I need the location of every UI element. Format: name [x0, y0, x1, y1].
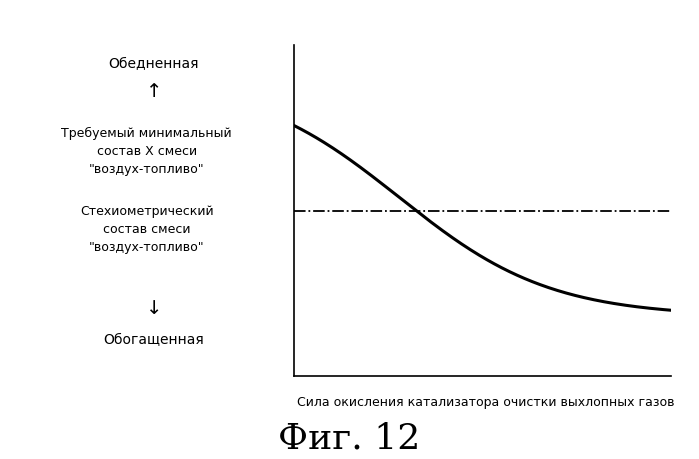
Text: Требуемый минимальный
состав X смеси
"воздух-топливо": Требуемый минимальный состав X смеси "во… — [62, 127, 232, 176]
Text: Обедненная: Обедненная — [108, 57, 199, 71]
Text: Обогащенная: Обогащенная — [103, 333, 204, 347]
Text: Фиг. 12: Фиг. 12 — [278, 420, 421, 454]
Text: Стехиометрический
состав смеси
"воздух-топливо": Стехиометрический состав смеси "воздух-т… — [80, 205, 214, 254]
Text: ↑: ↑ — [145, 82, 162, 101]
Text: Сила окисления катализатора очистки выхлопных газов: Сила окисления катализатора очистки выхл… — [297, 395, 675, 408]
Text: ↓: ↓ — [145, 298, 162, 317]
